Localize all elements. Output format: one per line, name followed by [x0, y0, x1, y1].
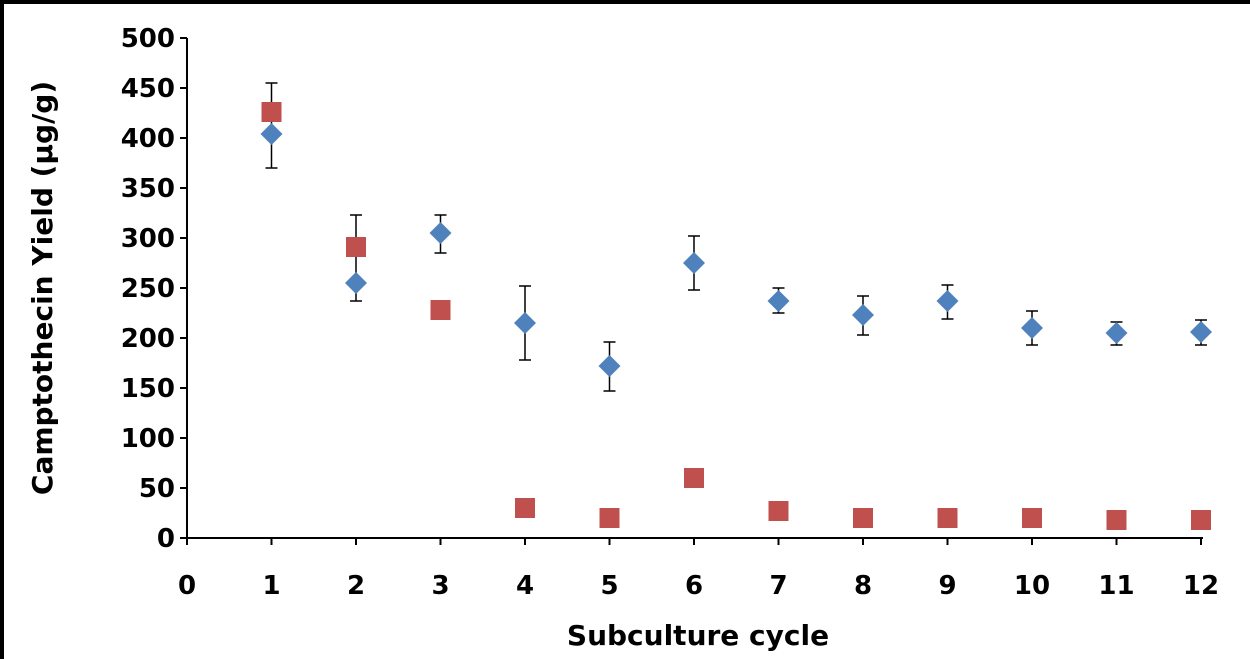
square-point: [599, 508, 620, 528]
y-tick-label: 300: [121, 224, 175, 254]
square-point: [515, 498, 535, 518]
square-point: [937, 508, 958, 528]
square-point: [261, 102, 282, 122]
diamond-point: [767, 290, 790, 312]
diamond-point: [514, 312, 536, 334]
data-points: [260, 102, 1212, 530]
square-point: [853, 508, 873, 528]
y-axis-title: Camptothecin Yield (µg/g): [26, 81, 59, 495]
y-tick-label: 0: [157, 524, 175, 554]
diamond-point: [936, 290, 959, 312]
diamond-point: [1190, 321, 1212, 343]
x-tick-label: 3: [431, 571, 449, 601]
diamond-point: [598, 355, 621, 377]
square-point: [1106, 510, 1127, 530]
y-tick-label: 150: [121, 374, 175, 404]
x-tick-label: 7: [769, 571, 787, 601]
x-axis-title: Subculture cycle: [567, 619, 829, 652]
x-tick-label: 12: [1183, 571, 1219, 601]
diamond-point: [345, 272, 367, 294]
x-tick-label: 4: [516, 571, 534, 601]
y-tick-label: 50: [139, 474, 175, 504]
square-point: [768, 501, 789, 521]
x-tick-label: 0: [178, 571, 196, 601]
x-tick-label: 5: [600, 571, 618, 601]
square-point: [1022, 508, 1042, 528]
diamond-point: [852, 304, 874, 326]
square-point: [684, 468, 704, 488]
y-tick-label: 400: [121, 124, 175, 154]
x-tick-label: 8: [854, 571, 872, 601]
y-tick-label: 450: [121, 74, 175, 104]
x-tick-label: 6: [685, 571, 703, 601]
x-tick-label: 11: [1098, 571, 1134, 601]
y-tick-label: 100: [121, 424, 175, 454]
square-point: [346, 237, 366, 257]
diamond-point: [260, 123, 283, 145]
x-tick-label: 9: [938, 571, 956, 601]
y-tick-label: 500: [121, 24, 175, 54]
diamond-point: [429, 222, 452, 244]
square-point: [430, 300, 451, 320]
diamond-point: [1105, 322, 1128, 344]
square-point: [1191, 510, 1211, 530]
x-tick-label: 2: [347, 571, 365, 601]
y-tick-label: 250: [121, 274, 175, 304]
y-tick-label: 350: [121, 174, 175, 204]
y-tick-label: 200: [121, 324, 175, 354]
x-tick-label: 1: [262, 571, 280, 601]
x-tick-label: 10: [1014, 571, 1050, 601]
diamond-point: [1021, 317, 1043, 339]
diamond-point: [683, 252, 705, 274]
